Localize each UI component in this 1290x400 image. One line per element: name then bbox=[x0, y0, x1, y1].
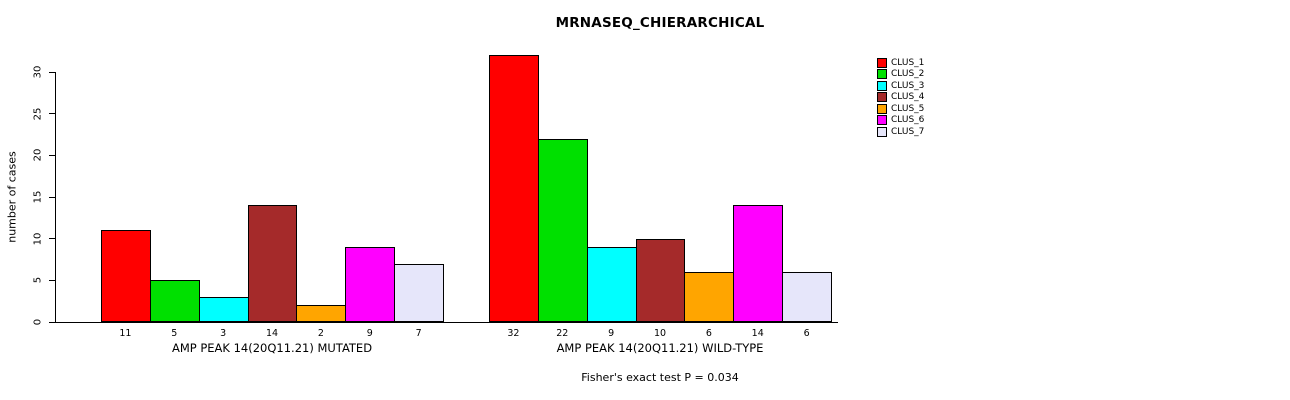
legend-swatch-icon bbox=[877, 115, 887, 126]
legend-swatch-icon bbox=[877, 69, 887, 80]
y-tick-label: 0 bbox=[32, 318, 44, 326]
bar-value-label: 14 bbox=[265, 328, 279, 339]
legend-label: CLUS_3 bbox=[891, 80, 925, 91]
legend-label: CLUS_2 bbox=[891, 69, 925, 80]
bar-clus_7 bbox=[394, 263, 445, 322]
legend-item-clus_3: CLUS_3 bbox=[877, 80, 924, 92]
bar-clus_5 bbox=[296, 305, 347, 322]
y-tick-label: 5 bbox=[32, 277, 44, 284]
bar-clus_1 bbox=[489, 55, 539, 322]
legend-swatch-icon bbox=[877, 92, 887, 103]
y-axis-tick bbox=[49, 71, 55, 73]
bar-clus_6 bbox=[733, 205, 784, 322]
bar-clus_2 bbox=[537, 138, 588, 322]
y-axis-tick bbox=[49, 154, 55, 156]
y-axis-tick bbox=[49, 321, 55, 323]
bar-clus_3 bbox=[198, 297, 249, 322]
group-label: AMP PEAK 14(20Q11.21) WILD-TYPE bbox=[556, 341, 764, 355]
legend-item-clus_7: CLUS_7 bbox=[877, 126, 924, 138]
x-axis-line bbox=[55, 322, 838, 323]
y-tick-label: 10 bbox=[32, 232, 44, 246]
legend-item-clus_1: CLUS_1 bbox=[877, 57, 924, 69]
bar-clus_3 bbox=[586, 247, 637, 322]
group-label: AMP PEAK 14(20Q11.21) MUTATED bbox=[171, 341, 373, 355]
legend-label: CLUS_4 bbox=[891, 92, 925, 103]
bar-value-label: 9 bbox=[608, 328, 615, 339]
bar-value-label: 6 bbox=[705, 328, 712, 339]
bar-value-label: 11 bbox=[119, 328, 132, 339]
legend-label: CLUS_1 bbox=[891, 57, 925, 68]
y-tick-label: 20 bbox=[32, 148, 44, 162]
y-tick-label: 30 bbox=[32, 65, 44, 79]
bar-clus_1 bbox=[101, 230, 151, 322]
legend-swatch-icon bbox=[877, 126, 887, 137]
y-axis-tick bbox=[49, 238, 55, 240]
bar-clus_5 bbox=[684, 272, 735, 322]
legend-item-clus_6: CLUS_6 bbox=[877, 115, 924, 127]
legend-swatch-icon bbox=[877, 57, 887, 68]
y-axis-tick bbox=[49, 113, 55, 115]
bar-value-label: 10 bbox=[653, 328, 667, 339]
bar-clus_7 bbox=[782, 272, 833, 322]
legend-item-clus_5: CLUS_5 bbox=[877, 103, 924, 115]
bar-value-label: 3 bbox=[220, 328, 227, 339]
bar-clus_2 bbox=[149, 280, 200, 322]
bar-value-label: 5 bbox=[171, 328, 178, 339]
legend-label: CLUS_7 bbox=[891, 126, 925, 137]
bar-value-label: 6 bbox=[803, 328, 810, 339]
bar-clus_4 bbox=[247, 205, 298, 322]
bar-value-label: 9 bbox=[366, 328, 373, 339]
chart-title: MRNASEQ_CHIERARCHICAL bbox=[555, 15, 765, 31]
bar-value-label: 14 bbox=[751, 328, 764, 339]
y-tick-label: 15 bbox=[32, 190, 44, 204]
legend-item-clus_2: CLUS_2 bbox=[877, 69, 924, 81]
legend-swatch-icon bbox=[877, 80, 887, 91]
legend: CLUS_1 CLUS_2 CLUS_3 CLUS_4 CLUS_5 CLUS_6 CLUS… bbox=[877, 57, 924, 138]
y-axis-tick bbox=[49, 196, 55, 198]
bar-clus_6 bbox=[345, 247, 396, 322]
y-axis-line bbox=[55, 72, 56, 323]
bar-value-label: 2 bbox=[317, 328, 324, 339]
bar-value-label: 22 bbox=[556, 328, 569, 339]
legend-label: CLUS_6 bbox=[891, 115, 925, 126]
y-axis-tick bbox=[49, 279, 55, 281]
legend-swatch-icon bbox=[877, 103, 887, 114]
annotation-text: Fisher's exact test P = 0.034 bbox=[581, 371, 739, 384]
y-axis-label: number of cases bbox=[5, 151, 19, 243]
bar-value-label: 7 bbox=[415, 328, 422, 339]
bar-value-label: 32 bbox=[507, 328, 520, 339]
bar-clus_4 bbox=[635, 238, 686, 322]
legend-label: CLUS_5 bbox=[891, 103, 925, 114]
legend-item-clus_4: CLUS_4 bbox=[877, 92, 924, 104]
y-tick-label: 25 bbox=[32, 107, 44, 121]
